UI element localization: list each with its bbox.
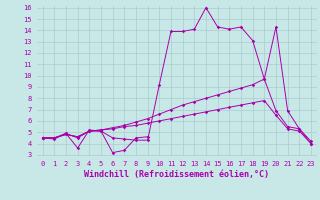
X-axis label: Windchill (Refroidissement éolien,°C): Windchill (Refroidissement éolien,°C) bbox=[84, 170, 269, 179]
